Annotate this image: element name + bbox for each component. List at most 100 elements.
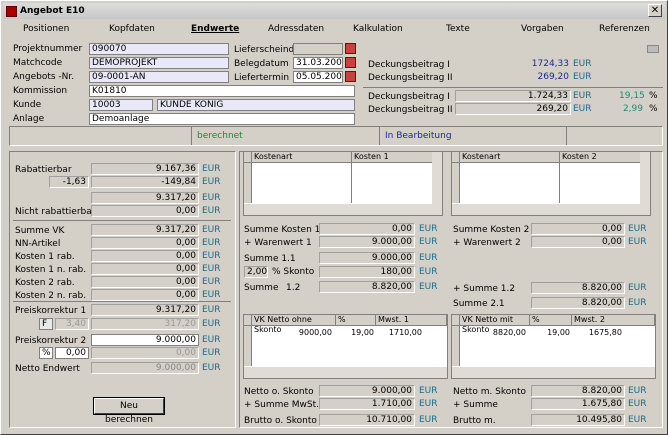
currency-label: EUR <box>202 164 221 174</box>
tab-vorgaben[interactable]: Vorgaben <box>521 24 564 34</box>
kosten1-nrab-label: Kosten 1 n. rab. <box>15 265 87 275</box>
horizontal-scrollbar[interactable] <box>452 367 655 378</box>
rabatt-percent[interactable]: -1,63 <box>49 176 89 188</box>
db4-percent: 2,99 <box>622 104 643 114</box>
summe21-value: 8.820,00 <box>531 297 625 309</box>
currency-label: EUR <box>202 177 221 187</box>
brutto-ohne-skonto-label: Brutto o. Skonto <box>244 416 317 426</box>
title-bar: Angebot E10 ✕ <box>3 3 665 19</box>
lieferschein-field[interactable] <box>293 43 343 55</box>
tab-referenzen[interactable]: Referenzen <box>599 24 650 34</box>
nicht-rabattierbar-value: 0,00 <box>91 205 199 217</box>
angebots-nr-label: Angebots -Nr. <box>13 72 75 82</box>
close-button[interactable]: ✕ <box>648 4 662 17</box>
matchcode-field[interactable]: DEMOPROJEKT <box>89 57 229 69</box>
plus-summe12-value: 8.820,00 <box>531 282 625 294</box>
kommission-label: Kommission <box>13 86 68 96</box>
warenwert2-label: + Warenwert 2 <box>453 238 521 248</box>
summe-mwst-label: + Summe MwSt. <box>244 400 319 410</box>
preiskorrektur2-amount[interactable]: 0,00 <box>55 347 89 359</box>
tab-positionen[interactable]: Positionen <box>23 24 70 34</box>
currency-label: EUR <box>202 335 221 345</box>
tab-texte[interactable]: Texte <box>446 24 470 34</box>
summe21-label: Summe 2.1 <box>453 299 505 309</box>
divider <box>379 127 380 145</box>
grid-cell[interactable]: 19,00 <box>351 328 374 337</box>
calendar-icon[interactable] <box>345 43 356 54</box>
anlage-field[interactable]: Demoanlage <box>89 113 355 125</box>
summe-mwst-value: 1.710,00 <box>319 398 415 410</box>
currency-label: EUR <box>419 224 438 234</box>
column-header[interactable]: VK Netto mit Skonto <box>460 315 530 334</box>
summe11-value: 9.000,00 <box>319 252 415 264</box>
column-header[interactable]: Kosten 2 <box>560 152 642 163</box>
netto-ohne-skonto-value: 9.000,00 <box>319 385 415 397</box>
currency-label: EUR <box>628 237 647 247</box>
grid-cell[interactable]: 19,00 <box>547 328 570 337</box>
summe-vk-value: 9.317,20 <box>91 224 199 236</box>
liefertermin-label: Liefertermin <box>234 73 290 83</box>
column-header[interactable]: Kosten 1 <box>352 152 434 163</box>
rabatt-value: -149,84 <box>91 176 199 188</box>
currency-label: EUR <box>419 282 438 292</box>
column-header[interactable]: % <box>530 315 572 326</box>
divider <box>191 127 192 145</box>
preiskorrektur2-value[interactable]: 9.000,00 <box>91 334 199 346</box>
currency-label: EUR <box>202 363 221 373</box>
grid-cell[interactable]: 1675,80 <box>588 328 622 337</box>
column-header[interactable]: VK Netto ohne Skonto <box>252 315 336 334</box>
lieferschein-label: Lieferscheind. <box>234 45 298 55</box>
column-header[interactable]: Kostenart <box>460 152 560 163</box>
db3-value: 1.724,33 <box>455 90 571 102</box>
summe-kosten2-value: 0,00 <box>531 223 625 235</box>
liefertermin-field[interactable]: 05.05.2009 <box>293 71 343 83</box>
tab-endwerte[interactable]: Endwerte <box>191 24 240 34</box>
belegdatum-field[interactable]: 31.03.2009 <box>293 57 343 69</box>
calendar-icon[interactable] <box>345 57 356 68</box>
column-header[interactable]: Mwst. 1 <box>376 315 447 326</box>
kosten2-grid[interactable]: Kostenart Kosten 2 <box>451 151 651 216</box>
netto-mit-skonto-label: Netto m. Skonto <box>453 387 527 397</box>
column-header[interactable]: Kostenart <box>252 152 352 163</box>
kosten1-grid[interactable]: Kostenart Kosten 1 <box>243 151 443 216</box>
preiskorrektur1-amount[interactable]: 3,40 <box>55 318 89 330</box>
divider <box>363 87 663 88</box>
grid-corner <box>244 315 252 326</box>
column-divider <box>351 163 352 203</box>
db3-label: Deckungsbeitrag I <box>368 92 450 102</box>
row-indicator <box>244 326 252 366</box>
column-header[interactable]: Mwst. 2 <box>572 315 655 326</box>
summe-vk-label: Summe VK <box>15 226 65 236</box>
horizontal-scrollbar[interactable] <box>244 204 442 215</box>
db1-value: 1724,33 <box>531 59 569 69</box>
grid-cell[interactable]: 9000,00 <box>298 328 332 337</box>
db3-percent: 19,15 <box>619 91 645 101</box>
vertical-scrollbar[interactable] <box>640 152 650 204</box>
currency-label: EUR <box>628 298 647 308</box>
status-bar <box>9 126 663 146</box>
tab-kopfdaten[interactable]: Kopfdaten <box>109 24 155 34</box>
vk-ohne-skonto-grid[interactable]: VK Netto ohne Skonto % Mwst. 1 9000,00 1… <box>243 314 448 379</box>
summe12-value: 8.820,00 <box>319 281 415 293</box>
angebots-nr-field[interactable]: 09-0001-AN <box>89 71 229 83</box>
kunde-nr-field[interactable]: 10003 <box>89 99 153 111</box>
column-header[interactable]: % <box>336 315 376 326</box>
horizontal-scrollbar[interactable] <box>244 367 447 378</box>
neu-berechnen-button[interactable]: Neu berechnen <box>93 397 165 425</box>
grid-cell[interactable]: 1710,00 <box>388 328 422 337</box>
preiskorrektur1-type[interactable]: F <box>39 318 53 330</box>
horizontal-scrollbar[interactable] <box>452 204 650 215</box>
vertical-scrollbar[interactable] <box>432 152 442 204</box>
preiskorrektur2-type[interactable]: % <box>39 347 53 359</box>
vk-mit-skonto-grid[interactable]: VK Netto mit Skonto % Mwst. 2 8820,00 19… <box>451 314 656 379</box>
grid-cell[interactable]: 8820,00 <box>492 328 526 337</box>
kunde-name-field[interactable]: KUNDE KÖNIG <box>157 99 355 111</box>
projektnummer-field[interactable]: 090070 <box>89 43 229 55</box>
currency-label: EUR <box>628 399 647 409</box>
tab-kalkulation[interactable]: Kalkulation <box>353 24 403 34</box>
summe-kosten1-value: 0,00 <box>319 223 415 235</box>
skonto-percent[interactable]: 2,00 <box>244 266 268 278</box>
tab-adressdaten[interactable]: Adressdaten <box>268 24 325 34</box>
kommission-field[interactable]: K01810 <box>89 85 355 97</box>
calendar-icon[interactable] <box>345 71 356 82</box>
